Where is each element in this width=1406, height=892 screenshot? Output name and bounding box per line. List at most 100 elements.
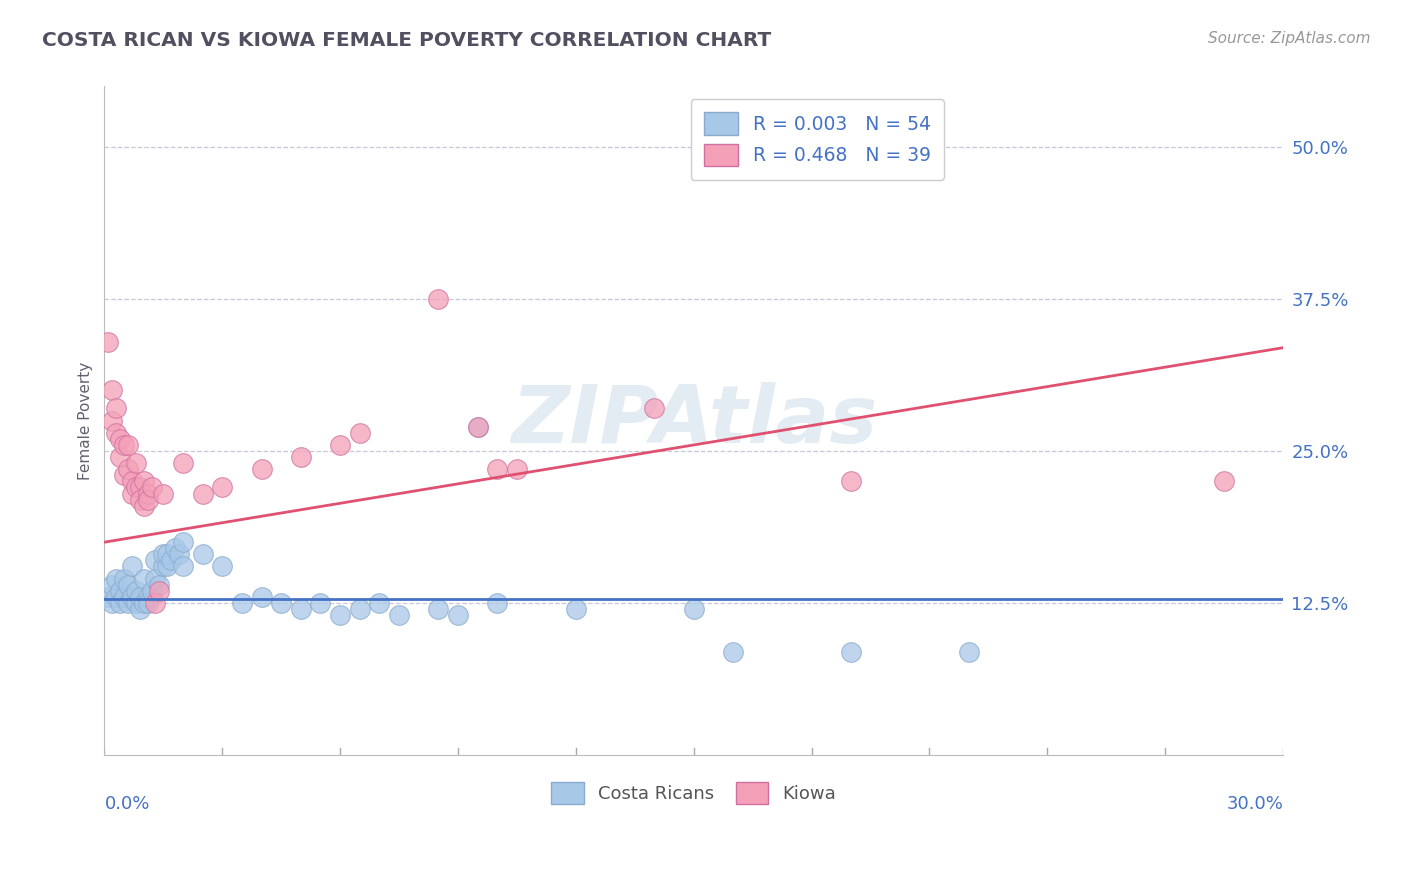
Point: [152, 559, 174, 574]
Point: [427, 602, 450, 616]
Text: ZIPAtlas: ZIPAtlas: [510, 382, 877, 459]
Point: [121, 486, 143, 500]
Point: [148, 578, 170, 592]
Point: [117, 462, 139, 476]
Point: [128, 590, 150, 604]
Point: [132, 596, 155, 610]
Point: [117, 596, 139, 610]
Point: [108, 450, 131, 464]
Point: [309, 596, 332, 610]
Text: 0.0%: 0.0%: [104, 795, 150, 813]
Y-axis label: Female Poverty: Female Poverty: [79, 361, 93, 480]
Point: [565, 602, 588, 616]
Point: [329, 608, 352, 623]
Point: [290, 602, 312, 616]
Point: [467, 419, 489, 434]
Point: [136, 596, 159, 610]
Point: [101, 414, 124, 428]
Point: [957, 644, 980, 658]
Point: [349, 602, 371, 616]
Point: [160, 553, 183, 567]
Point: [136, 486, 159, 500]
Point: [643, 401, 665, 416]
Point: [132, 499, 155, 513]
Point: [105, 425, 128, 440]
Point: [145, 596, 167, 610]
Point: [128, 481, 150, 495]
Point: [97, 590, 120, 604]
Point: [211, 481, 233, 495]
Point: [112, 590, 135, 604]
Point: [467, 419, 489, 434]
Point: [101, 578, 124, 592]
Point: [121, 590, 143, 604]
Point: [486, 596, 509, 610]
Point: [132, 475, 155, 489]
Point: [108, 583, 131, 598]
Point: [191, 486, 214, 500]
Point: [152, 547, 174, 561]
Point: [172, 535, 194, 549]
Point: [128, 492, 150, 507]
Point: [191, 547, 214, 561]
Point: [427, 292, 450, 306]
Point: [211, 559, 233, 574]
Point: [121, 475, 143, 489]
Point: [447, 608, 470, 623]
Point: [165, 541, 187, 556]
Point: [506, 462, 529, 476]
Point: [152, 486, 174, 500]
Point: [141, 583, 163, 598]
Point: [148, 583, 170, 598]
Point: [132, 572, 155, 586]
Point: [101, 596, 124, 610]
Point: [250, 590, 273, 604]
Point: [486, 462, 509, 476]
Point: [388, 608, 411, 623]
Text: COSTA RICAN VS KIOWA FEMALE POVERTY CORRELATION CHART: COSTA RICAN VS KIOWA FEMALE POVERTY CORR…: [42, 31, 772, 50]
Point: [839, 644, 862, 658]
Point: [156, 559, 179, 574]
Point: [270, 596, 292, 610]
Point: [145, 553, 167, 567]
Point: [112, 438, 135, 452]
Point: [329, 438, 352, 452]
Point: [1213, 475, 1236, 489]
Point: [368, 596, 391, 610]
Point: [839, 475, 862, 489]
Point: [141, 481, 163, 495]
Point: [101, 383, 124, 397]
Point: [125, 583, 148, 598]
Point: [117, 578, 139, 592]
Point: [172, 456, 194, 470]
Point: [121, 559, 143, 574]
Point: [290, 450, 312, 464]
Point: [250, 462, 273, 476]
Point: [128, 602, 150, 616]
Point: [136, 492, 159, 507]
Point: [172, 559, 194, 574]
Point: [125, 456, 148, 470]
Point: [105, 590, 128, 604]
Point: [112, 572, 135, 586]
Point: [108, 432, 131, 446]
Point: [156, 547, 179, 561]
Point: [721, 644, 744, 658]
Point: [145, 572, 167, 586]
Point: [117, 438, 139, 452]
Point: [97, 334, 120, 349]
Point: [136, 590, 159, 604]
Point: [349, 425, 371, 440]
Point: [125, 481, 148, 495]
Point: [231, 596, 253, 610]
Point: [167, 547, 190, 561]
Point: [682, 602, 704, 616]
Point: [125, 596, 148, 610]
Point: [105, 401, 128, 416]
Text: 30.0%: 30.0%: [1226, 795, 1284, 813]
Point: [112, 468, 135, 483]
Legend: Costa Ricans, Kiowa: Costa Ricans, Kiowa: [541, 772, 845, 813]
Point: [108, 596, 131, 610]
Text: Source: ZipAtlas.com: Source: ZipAtlas.com: [1208, 31, 1371, 46]
Point: [105, 572, 128, 586]
